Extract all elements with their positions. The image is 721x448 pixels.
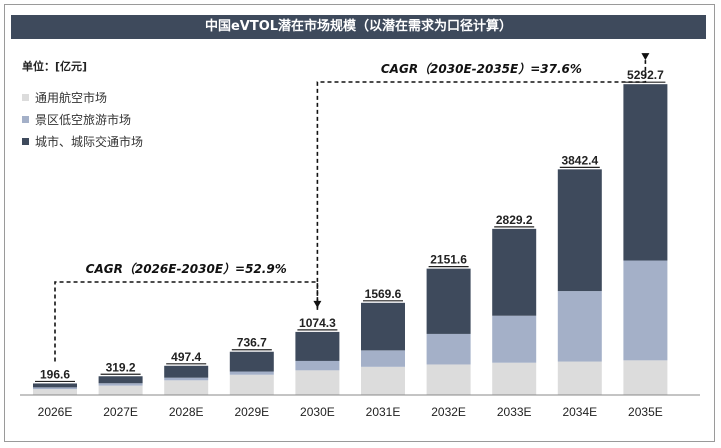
bar-segment-2029E-3 (229, 351, 274, 372)
bar-segment-2027E-1 (98, 385, 143, 395)
legend-label-scenic: 景区低空旅游市场 (35, 112, 132, 127)
bar-segment-2027E-2 (98, 383, 143, 386)
bar-segment-2031E-1 (361, 366, 405, 395)
bar-total-label: 319.2 (106, 360, 136, 374)
bar-segment-2028E-1 (164, 380, 209, 395)
x-tick-label: 2028E (169, 405, 204, 419)
bar-segment-2030E-3 (295, 331, 340, 361)
bar-segment-2028E-3 (164, 365, 209, 378)
bar-total-label: 736.7 (237, 336, 267, 350)
bar-segment-2030E-2 (295, 360, 340, 371)
cagr-arrowhead (313, 300, 322, 308)
legend-label-general-aviation: 通用航空市场 (35, 90, 108, 105)
cagr-connector (54, 281, 319, 362)
bar-segment-2028E-2 (164, 377, 209, 381)
bar-segment-2029E-1 (229, 374, 274, 395)
x-tick-label: 2031E (366, 405, 401, 419)
legend-item-urban: 城市、城际交通市场 (22, 130, 143, 152)
bar-total-label: 1074.3 (299, 316, 336, 330)
bar-total-label: 497.4 (171, 350, 201, 364)
bar-segment-2035E-3 (623, 84, 668, 261)
x-tick-label: 2033E (497, 405, 532, 419)
cagr-annotation: CAGR（2030E-2035E）=37.6% (381, 62, 582, 76)
bar-segment-2032E-3 (426, 268, 471, 334)
legend-label-urban: 城市、城际交通市场 (35, 134, 144, 149)
x-tick-label: 2030E (300, 405, 335, 419)
cagr-connector (316, 60, 647, 310)
x-tick-label: 2034E (562, 405, 597, 419)
bar-segment-2031E-2 (361, 350, 405, 367)
x-tick-label: 2029E (234, 405, 269, 419)
bar-total-label: 1569.6 (365, 287, 402, 301)
cagr-arrowhead (641, 53, 650, 61)
bar-total-label: 3842.4 (561, 153, 598, 167)
legend-item-general-aviation: 通用航空市场 (22, 86, 143, 108)
chart-title: 中国eVTOL潜在市场规模（以潜在需求为口径计算） (11, 15, 706, 39)
unit-label: 单位：[亿元] (22, 60, 88, 73)
bar-segment-2026E-3 (33, 383, 77, 388)
legend-item-scenic: 景区低空旅游市场 (22, 108, 143, 130)
legend: 通用航空市场 景区低空旅游市场 城市、城际交通市场 (22, 86, 143, 152)
legend-swatch-urban (22, 137, 29, 145)
bar-segment-2032E-2 (426, 333, 471, 365)
bar-segment-2035E-1 (623, 360, 668, 395)
bar-segment-2034E-3 (557, 169, 602, 292)
bar-total-label: 2829.2 (496, 213, 533, 227)
bar-segment-2026E-2 (33, 387, 77, 390)
bar-segment-2034E-2 (557, 291, 602, 362)
x-tick-label: 2027E (103, 405, 138, 419)
bar-segment-2035E-2 (623, 260, 668, 361)
bar-segment-2030E-1 (295, 370, 340, 395)
x-tick-label: 2032E (431, 405, 466, 419)
legend-swatch-general-aviation (22, 93, 29, 101)
bar-total-label: 196.6 (40, 367, 70, 381)
legend-swatch-scenic (22, 115, 29, 123)
x-tick-label: 2026E (38, 405, 73, 419)
bar-segment-2033E-1 (492, 362, 537, 395)
bar-segment-2027E-3 (98, 376, 143, 384)
bar-segment-2034E-1 (557, 361, 602, 395)
bar-segment-2026E-1 (33, 389, 77, 395)
bar-segment-2031E-3 (361, 302, 405, 351)
x-tick-label: 2035E (628, 405, 663, 419)
bar-total-label: 2151.6 (430, 253, 467, 267)
bar-segment-2029E-2 (229, 371, 274, 375)
bar-segment-2032E-1 (426, 364, 471, 395)
cagr-annotation: CAGR（2026E-2030E）=52.9% (86, 262, 287, 276)
bar-segment-2033E-2 (492, 315, 537, 363)
bar-segment-2033E-3 (492, 228, 537, 316)
